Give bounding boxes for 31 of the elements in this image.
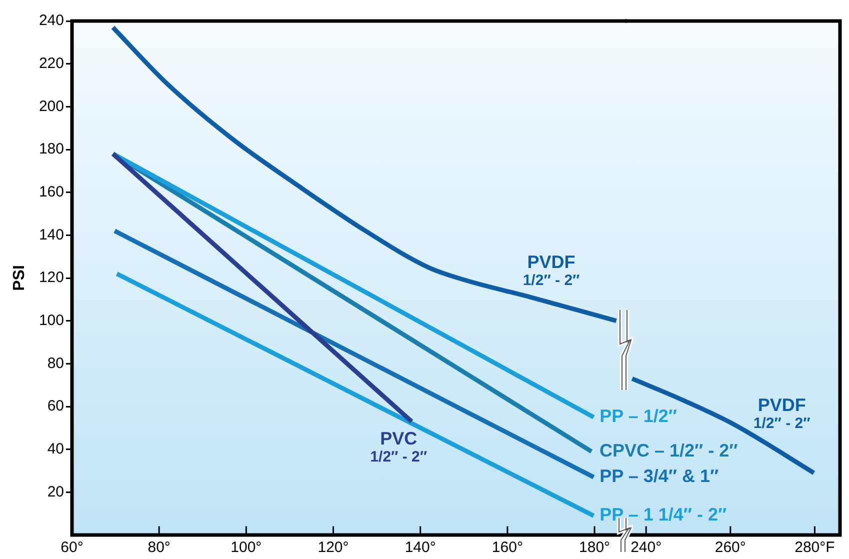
y-tick-label: 40 (47, 440, 64, 458)
series-label: CPVC – 1/2″ - 2″ (599, 440, 738, 460)
y-tick-label: 240 (38, 12, 64, 30)
y-tick-label: 120 (38, 269, 64, 286)
x-tick-label: 120° (318, 539, 349, 556)
y-tick-label: 160 (38, 183, 64, 200)
y-tick-label: 20 (47, 483, 64, 500)
x-tick-label: 180° (579, 539, 610, 556)
series-label: PP – 1 1/4″ - 2″ (600, 504, 728, 525)
x-tick-label: 100° (230, 539, 262, 556)
series-label: PVC 1/2″ - 2″ (370, 428, 428, 466)
y-axis-title: PSI (11, 265, 28, 291)
series-label: PP – 1/2″ (600, 406, 678, 426)
y-tick-label: 140 (38, 226, 64, 244)
series-label: PVDF 1/2″ - 2″ (522, 252, 580, 289)
x-tick-label: 160° (492, 539, 523, 556)
line-series (110, 25, 619, 324)
y-tick-label: 80 (47, 354, 64, 372)
y-tick-label: 200 (38, 98, 64, 115)
y-tick-label: 100 (38, 312, 64, 329)
x-tick-label: 80° (148, 539, 170, 556)
y-tick-label: 220 (38, 54, 64, 72)
x-tick-label: 240° (630, 539, 662, 556)
series-label: PVDF 1/2″ - 2″ (753, 394, 810, 432)
y-tick-label: 180 (38, 140, 64, 158)
x-tick-label: 260° (714, 539, 746, 556)
x-tick-label: 60° (60, 539, 84, 556)
series-label: PP – 3/4″ & 1″ (600, 466, 720, 486)
y-tick-label: 60 (47, 398, 64, 415)
x-tick-label: 280°F (794, 539, 835, 556)
x-tick-label: 140° (404, 539, 436, 556)
